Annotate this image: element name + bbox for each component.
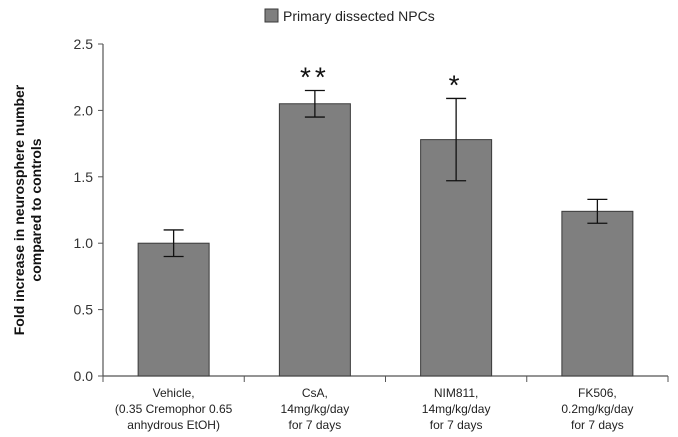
significance-marker: ** <box>300 61 330 92</box>
plot-area: 0.0 0.5 1.0 1.5 2.0 2.5 Vehicle, (0.35 Cremopho… <box>74 36 669 432</box>
bar <box>561 210 634 377</box>
x-tick-label: FK506, <box>578 386 617 400</box>
x-tick-label: for 7 days <box>430 418 483 432</box>
x-tick-label: Vehicle, <box>153 386 195 400</box>
x-tick-label: 14mg/kg/day <box>422 402 491 416</box>
bar <box>137 242 210 377</box>
x-tick-label: (0.35 Cremophor 0.65 <box>115 402 233 416</box>
y-tick-label: 1.5 <box>74 169 94 185</box>
y-tick-label: 0.0 <box>74 368 94 384</box>
bar <box>278 103 351 377</box>
legend-swatch <box>264 8 279 23</box>
y-tick-label: 1.0 <box>74 235 94 251</box>
x-tick-label: CsA, <box>302 386 328 400</box>
x-tick-label: 0.2mg/kg/day <box>561 402 633 416</box>
y-tick-label: 2.5 <box>74 36 94 52</box>
y-tick-label: 0.5 <box>74 302 94 318</box>
x-tick-label: 14mg/kg/day <box>281 402 350 416</box>
y-axis-label-line: Fold increase in neurosphere number <box>11 84 27 335</box>
legend: Primary dissected NPCs <box>264 8 435 24</box>
y-tick-label: 2.0 <box>74 102 94 118</box>
y-axis-label: Fold increase in neurosphere numbercompa… <box>11 84 44 335</box>
x-tick-label: for 7 days <box>571 418 624 432</box>
legend-label: Primary dissected NPCs <box>283 8 435 24</box>
y-axis-label-line: compared to controls <box>28 138 44 281</box>
x-tick-label: for 7 days <box>289 418 342 432</box>
significance-marker: * <box>449 69 464 100</box>
x-tick-label: NIM811, <box>434 386 478 400</box>
x-tick-label: anhydrous EtOH) <box>127 418 220 432</box>
